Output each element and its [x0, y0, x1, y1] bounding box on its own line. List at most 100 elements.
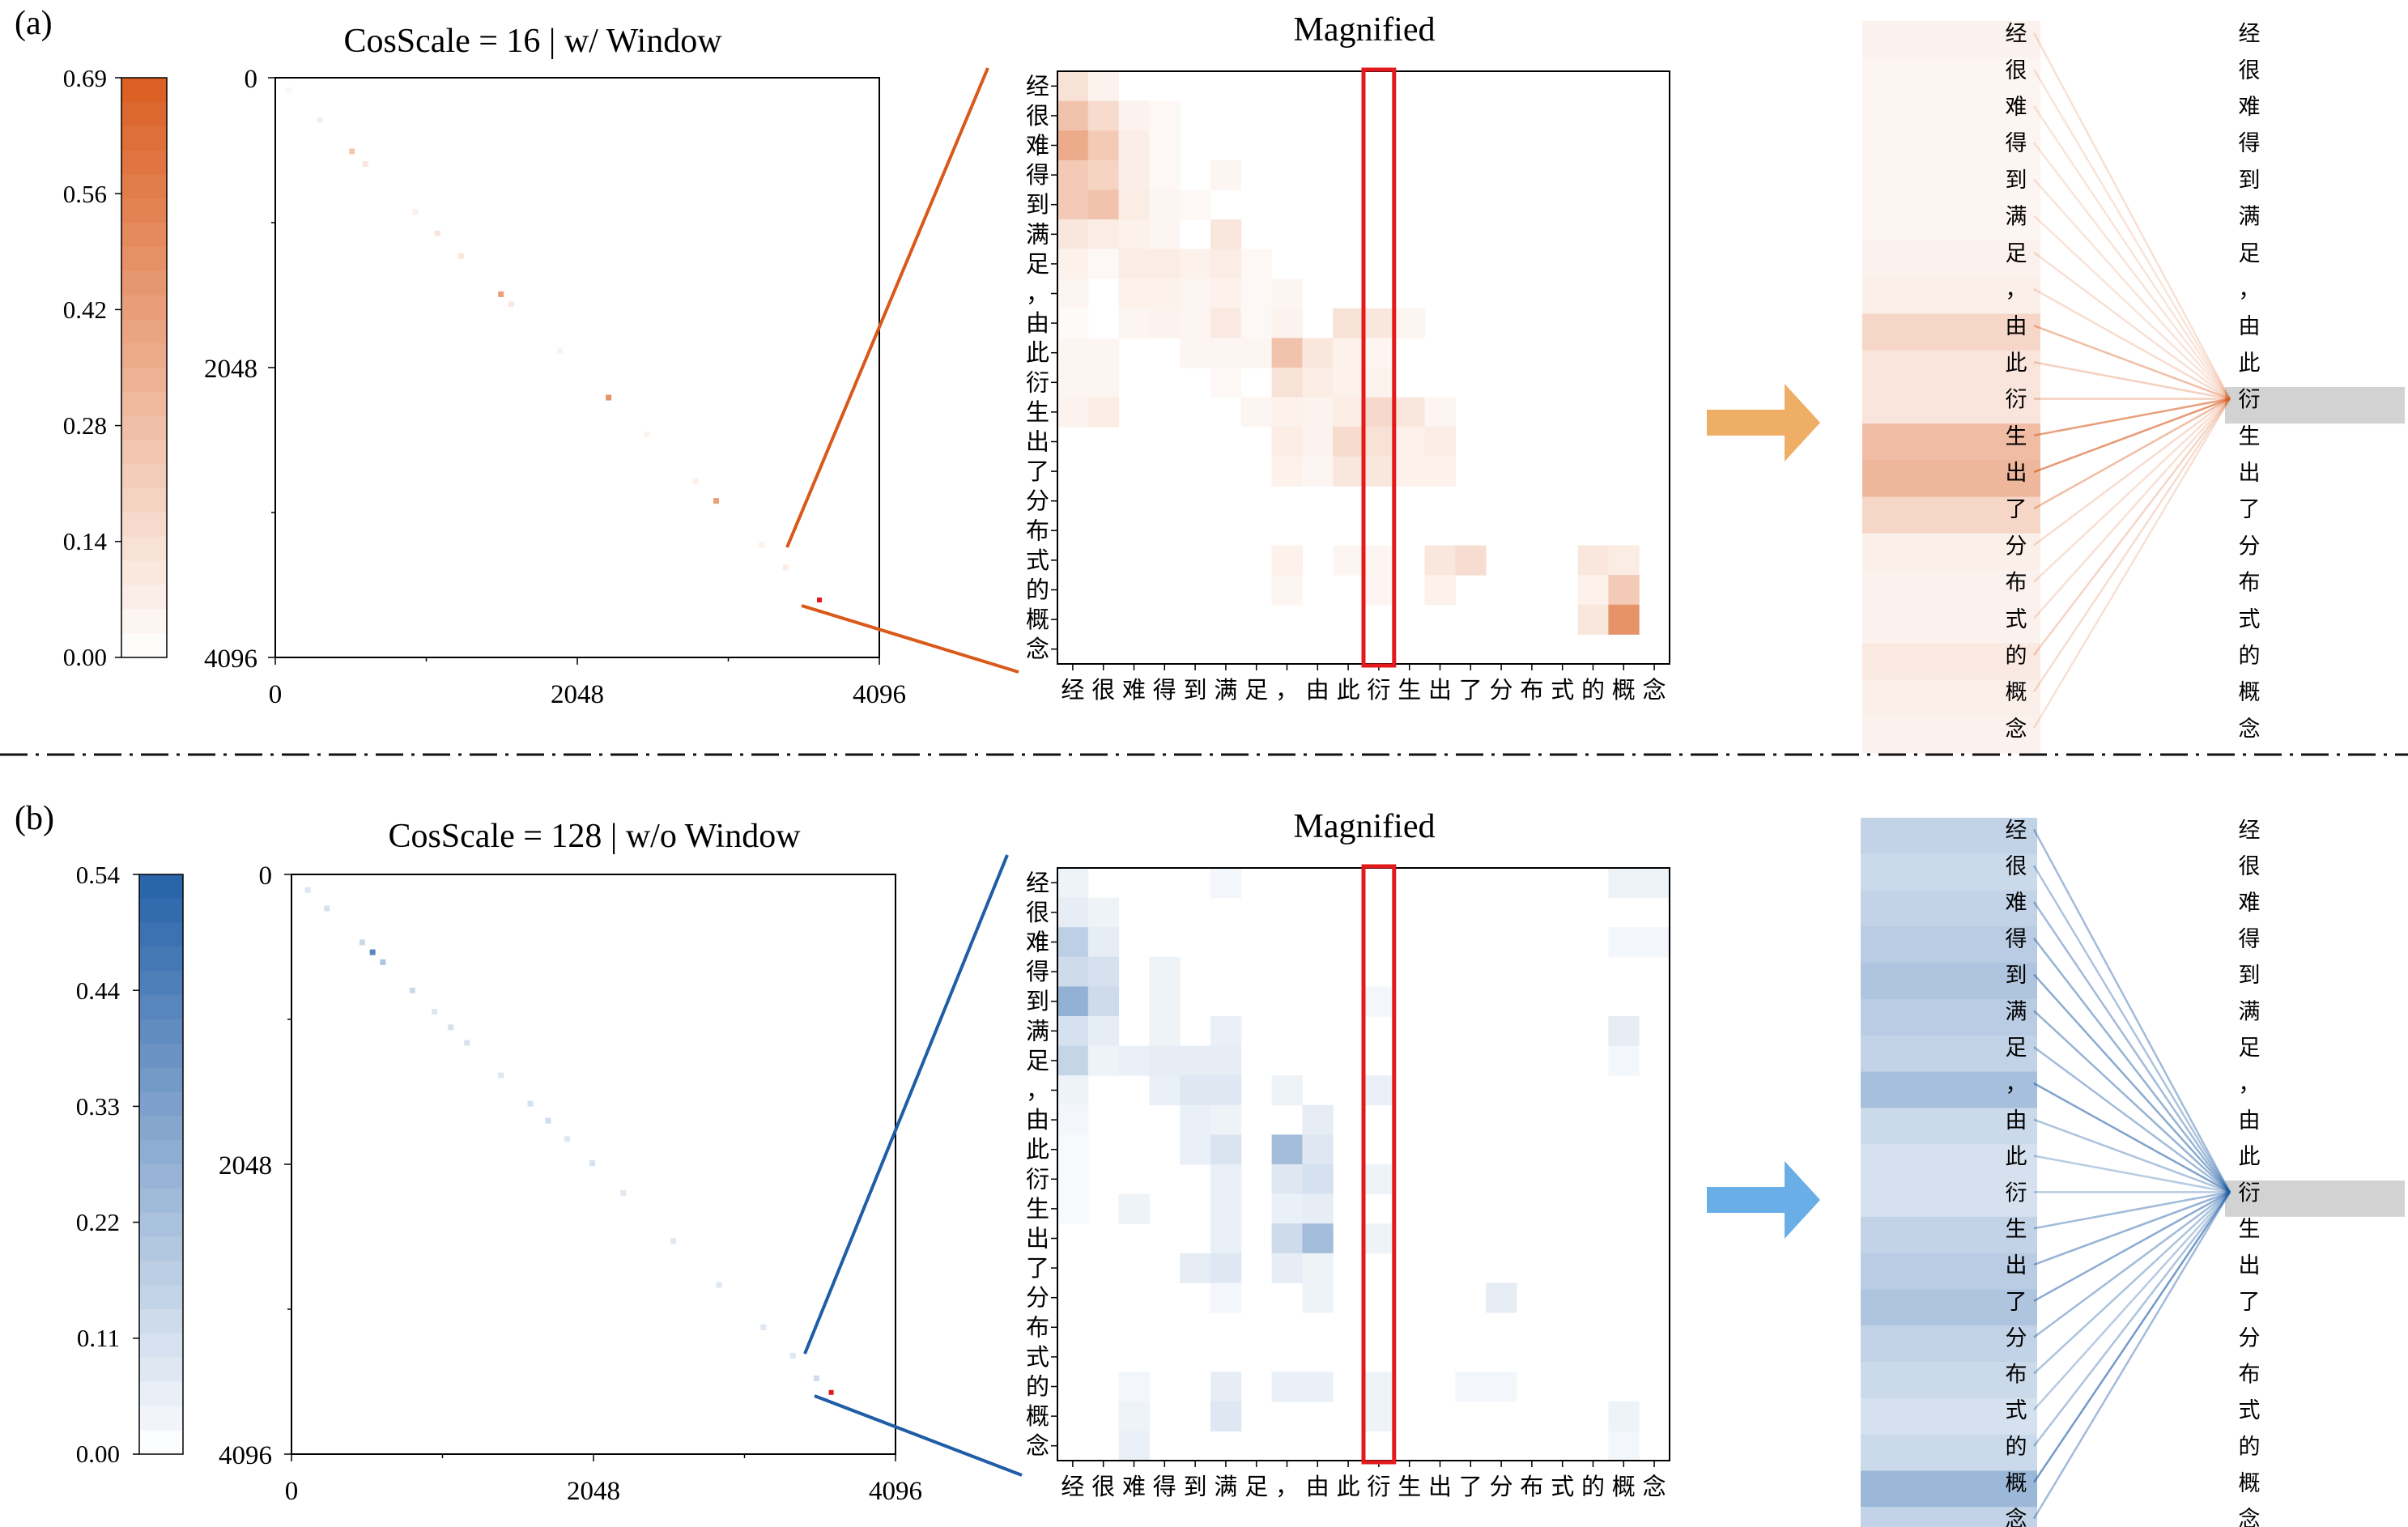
- heatmap-cell: [1118, 1431, 1150, 1461]
- x-token-label: 念: [1643, 677, 1666, 704]
- heatmap-cell: [1271, 1253, 1303, 1283]
- target-token: 概: [2239, 1471, 2261, 1495]
- heatmap-cell: [1210, 1282, 1242, 1313]
- x-tick-label: 4096: [869, 1477, 922, 1506]
- heatmap-cell: [1210, 338, 1242, 368]
- overview-heatmap: 0 2048 4096 0 2048 4096: [204, 65, 906, 709]
- source-token: 经: [2006, 818, 2027, 842]
- x-token-label: 出: [1428, 1474, 1452, 1500]
- colorbar-band: [121, 319, 167, 344]
- source-token-weight: [1861, 1470, 2037, 1508]
- x-token-label: 了: [1459, 1474, 1483, 1500]
- heatmap-cell: [1210, 1372, 1242, 1402]
- heatmap-cell: [1180, 279, 1211, 309]
- source-token: 得: [2006, 131, 2027, 155]
- colorbar-band: [139, 1357, 183, 1383]
- source-token-weight: [1862, 460, 2040, 498]
- y-tick-label: 4096: [204, 644, 257, 674]
- heatmap-cell: [1180, 249, 1211, 279]
- source-token-weight: [1862, 496, 2040, 534]
- heatmap-cell: [1577, 575, 1609, 606]
- heatmap-cell: [1393, 397, 1426, 427]
- source-token-weight: [1862, 57, 2040, 95]
- heatmap-cell: [1087, 130, 1120, 161]
- source-token-weight: [1862, 130, 2040, 168]
- zoom-region-marker: [817, 598, 823, 603]
- heatmap-cell: [1608, 1016, 1640, 1047]
- diagonal-cell: [813, 1375, 819, 1381]
- heatmap-cell: [1180, 1075, 1211, 1106]
- heatmap-cell: [1087, 100, 1120, 131]
- source-token-weight: [1861, 1071, 2037, 1108]
- source-token-weight: [1861, 1362, 2037, 1399]
- heatmap-cell: [1087, 897, 1120, 928]
- colorbar-tick-label: 0.42: [63, 296, 107, 324]
- source-token: 由: [2006, 314, 2027, 338]
- colorbar-band: [121, 295, 167, 320]
- x-token-label: 念: [1643, 1474, 1666, 1500]
- heatmap-cell: [1364, 338, 1395, 368]
- source-token: 的: [2006, 644, 2027, 668]
- colorbar-band: [121, 440, 167, 465]
- heatmap-cell: [1118, 160, 1150, 190]
- heatmap-cell: [1057, 1134, 1089, 1165]
- y-token-label: 出: [1026, 429, 1049, 456]
- heatmap-cell: [1149, 1016, 1181, 1047]
- heatmap-cell: [1057, 868, 1089, 899]
- heatmap-cell: [1577, 545, 1609, 576]
- y-token-label: 满: [1026, 1018, 1049, 1044]
- y-token-label: 了: [1026, 459, 1049, 485]
- heatmap-cell: [1210, 1045, 1242, 1076]
- heatmap-cell: [1271, 1075, 1303, 1106]
- x-token-label: 概: [1612, 677, 1636, 704]
- attention-link: [2033, 398, 2231, 583]
- zoom-line-bottom: [814, 1394, 1023, 1477]
- x-token-label: 足: [1244, 678, 1268, 704]
- heatmap-cell: [1149, 130, 1181, 161]
- y-token-label: 式: [1026, 547, 1049, 574]
- heatmap-cell: [1087, 397, 1120, 427]
- target-token: 概: [2239, 680, 2261, 704]
- y-token-label: 了: [1026, 1256, 1049, 1282]
- source-token-weight: [1861, 1507, 2037, 1527]
- heatmap-cell: [1210, 160, 1242, 190]
- attention-link: [2033, 1118, 2231, 1193]
- heatmap-cell: [1302, 397, 1334, 427]
- target-token: 很: [2239, 58, 2261, 83]
- source-token: 很: [2006, 58, 2027, 83]
- heatmap-cell: [1333, 368, 1364, 398]
- colorbar-band: [121, 464, 167, 489]
- attention-link: [2032, 398, 2231, 729]
- heatmap-cell: [1271, 456, 1303, 487]
- attention-link: [2033, 1155, 2231, 1193]
- colorbar-band: [121, 198, 167, 223]
- source-token: 式: [2006, 1398, 2027, 1423]
- heatmap-cell: [1210, 219, 1242, 250]
- heatmap-cell: [1149, 219, 1181, 250]
- x-token-label: 布: [1520, 1474, 1543, 1500]
- colorbar-band: [121, 78, 167, 103]
- heatmap-cell: [1057, 1193, 1089, 1224]
- source-token: 难: [2006, 891, 2027, 915]
- target-token: 布: [2239, 571, 2261, 595]
- colorbar-band: [139, 1140, 183, 1165]
- source-token: 念: [2006, 717, 2027, 741]
- panel-b: (b) 0.54 0.44 0.33 0.22 0.11 0.00 CosSca…: [15, 800, 2405, 1527]
- source-token: 的: [2006, 1435, 2027, 1459]
- x-token-label: 很: [1091, 677, 1115, 704]
- colorbar-band: [121, 488, 167, 513]
- diagonal-cell: [789, 1352, 796, 1359]
- x-token-label: 此: [1337, 1474, 1360, 1500]
- target-token: 难: [2239, 95, 2261, 119]
- heatmap-cell: [1087, 368, 1120, 398]
- y-token-label: 得: [1026, 162, 1049, 189]
- y-token-label: 经: [1026, 870, 1049, 896]
- colorbar: 0.54 0.44 0.33 0.22 0.11 0.00: [76, 861, 184, 1468]
- x-token-label: 此: [1337, 677, 1360, 704]
- attention-link: [2033, 1191, 2231, 1266]
- arrow-right-icon: [1707, 384, 1820, 462]
- panel-label: (a): [15, 5, 53, 42]
- diagonal-cell: [304, 887, 311, 893]
- x-token-label: 式: [1551, 1474, 1574, 1500]
- heatmap-cell: [1057, 130, 1089, 161]
